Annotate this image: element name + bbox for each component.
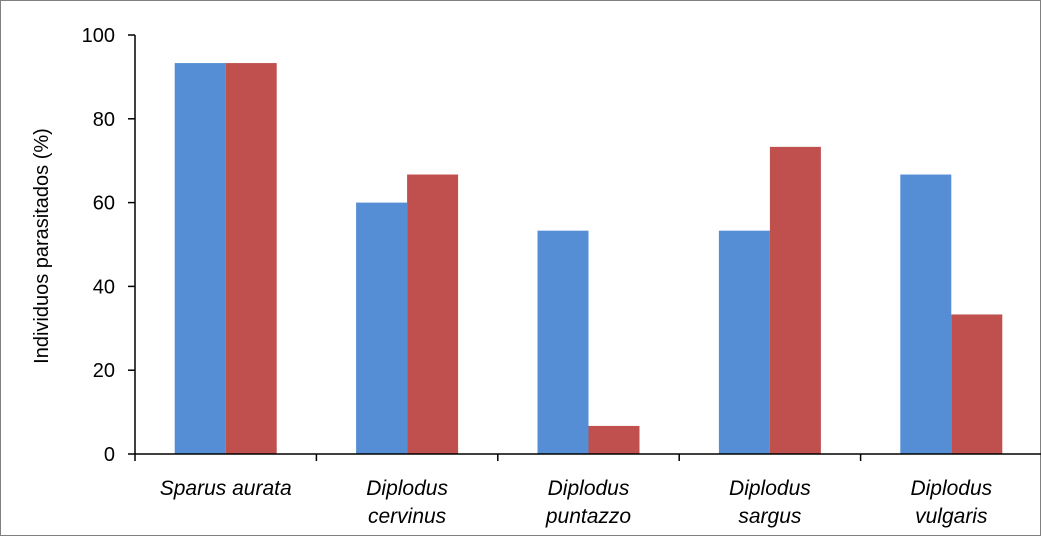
y-tick-label: 40 [93, 276, 115, 298]
x-category-label: Diplodus [910, 477, 992, 500]
x-category-label: Diplodus [366, 477, 448, 500]
bar-series-1-cat-2 [356, 202, 408, 454]
x-category-label: Diplodus [548, 477, 630, 500]
x-category-label: cervinus [368, 505, 447, 528]
y-tick-label: 60 [93, 193, 115, 215]
labels-group: 0 20 40 60 80 100 Sparus aurata Diplodus cervinu… [82, 25, 993, 528]
x-category-label: Sparus aurata [160, 477, 292, 500]
bar-series-1-cat-5 [900, 174, 952, 455]
bar-series-2-cat-4 [769, 146, 821, 455]
y-tick-label: 80 [93, 109, 115, 131]
axes-group [128, 34, 1041, 461]
bar-series-2-cat-5 [951, 314, 1003, 454]
bar-series-2-cat-2 [407, 174, 459, 455]
x-category-label: vulgaris [915, 505, 988, 528]
y-tick-label: 0 [104, 444, 115, 466]
bar-series-2-cat-3 [588, 425, 640, 454]
y-tick-label: 100 [82, 25, 115, 47]
bar-series-1-cat-1 [174, 63, 226, 455]
bars-group [174, 63, 1003, 455]
x-category-label: sargus [738, 505, 802, 528]
y-axis-title: Individuos parasitados (%) [31, 128, 53, 364]
bar-series-1-cat-3 [537, 230, 589, 454]
y-tick-label: 20 [93, 360, 115, 382]
x-category-label: puntazzo [545, 505, 632, 528]
x-category-label: Diplodus [729, 477, 811, 500]
bar-series-2-cat-1 [225, 63, 277, 455]
bar-series-1-cat-4 [718, 230, 770, 454]
